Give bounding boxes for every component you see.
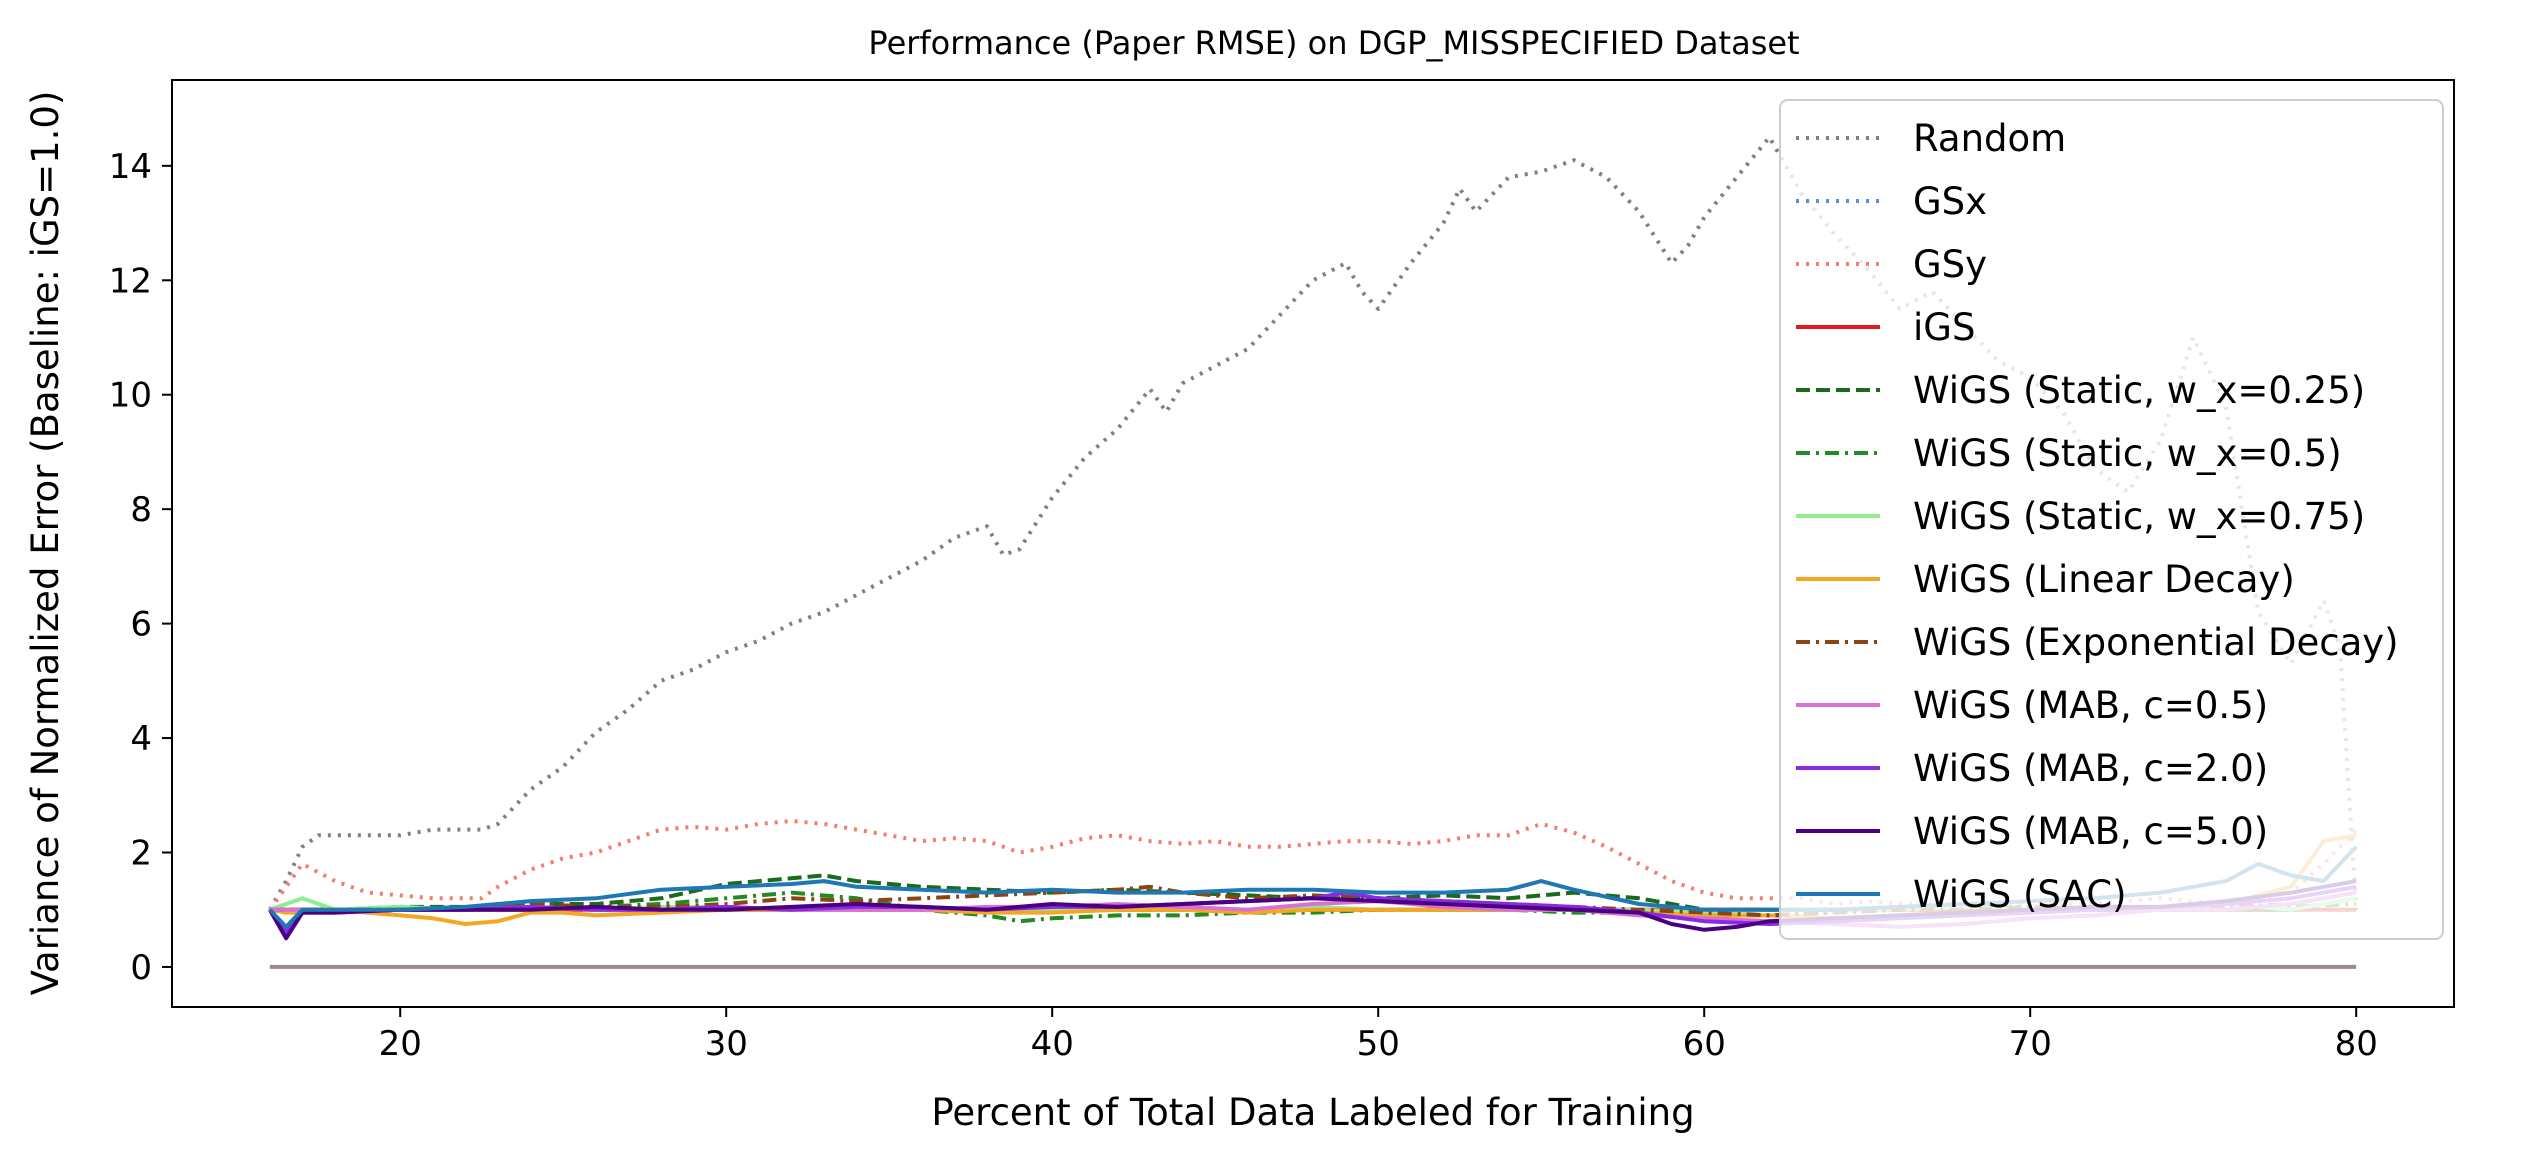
x-tick-label: 30 bbox=[705, 1024, 748, 1064]
legend-label: iGS bbox=[1913, 306, 1975, 349]
series-line-random bbox=[268, 135, 2359, 911]
y-tick-label: 14 bbox=[109, 147, 152, 187]
y-tick-label: 10 bbox=[109, 376, 152, 416]
legend-label: WiGS (MAB, c=5.0) bbox=[1913, 810, 2268, 853]
x-tick-label: 50 bbox=[1357, 1024, 1400, 1064]
y-tick-label: 2 bbox=[130, 834, 152, 874]
legend: Random GSx GSy iGS WiGS (Static, w_x=0.25) Wi… bbox=[1779, 99, 2444, 940]
y-tick-label: 4 bbox=[130, 719, 152, 759]
y-tick-label: 6 bbox=[130, 605, 152, 645]
x-tick-label: 40 bbox=[1031, 1024, 1074, 1064]
chart-title: Performance (Paper RMSE) on DGP_MISSPECI… bbox=[868, 24, 1799, 62]
x-tick-label: 80 bbox=[2335, 1024, 2378, 1064]
legend-label: Random bbox=[1913, 117, 2066, 160]
legend-label: WiGS (MAB, c=2.0) bbox=[1913, 747, 2268, 790]
y-axis-label: Variance of Normalized Error (Baseline: … bbox=[24, 91, 67, 996]
x-axis-label: Percent of Total Data Labeled for Traini… bbox=[931, 1091, 1694, 1134]
x-tick-label: 60 bbox=[1683, 1024, 1726, 1064]
plot-frame bbox=[171, 79, 2455, 1008]
legend-label: WiGS (Exponential Decay) bbox=[1913, 621, 2399, 664]
legend-label: GSy bbox=[1913, 243, 1987, 286]
x-tick-label: 70 bbox=[2009, 1024, 2052, 1064]
y-tick-label: 0 bbox=[130, 948, 152, 988]
legend-label: WiGS (Static, w_x=0.25) bbox=[1913, 369, 2365, 412]
axis-layer: 20 30 40 50 60 70 80 0 2 4 6 8 10 12 14 bbox=[109, 147, 2378, 1064]
legend-label: GSx bbox=[1913, 180, 1987, 223]
legend-label: WiGS (Static, w_x=0.75) bbox=[1913, 495, 2365, 538]
legend-label: WiGS (Static, w_x=0.5) bbox=[1913, 432, 2342, 475]
y-tick-label: 12 bbox=[109, 261, 152, 301]
x-tick-label: 20 bbox=[379, 1024, 422, 1064]
legend-label: WiGS (SAC) bbox=[1913, 873, 2127, 916]
y-tick-label: 8 bbox=[130, 490, 152, 530]
legend-box bbox=[1779, 99, 2444, 940]
legend-label: WiGS (Linear Decay) bbox=[1913, 558, 2295, 601]
legend-label: WiGS (MAB, c=0.5) bbox=[1913, 684, 2268, 727]
